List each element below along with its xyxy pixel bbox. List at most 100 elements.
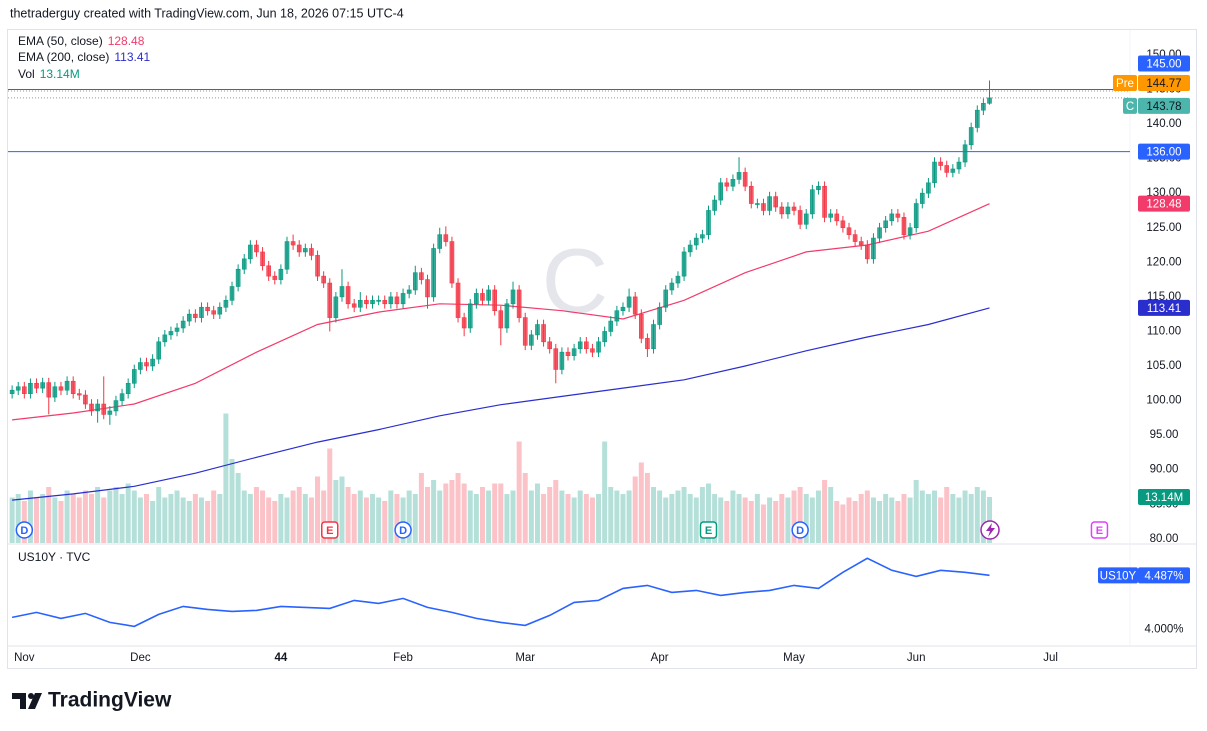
x-tick-label: 44	[274, 652, 287, 664]
volume-bar	[748, 501, 754, 543]
candle-body	[272, 275, 278, 280]
candle-body	[516, 289, 522, 318]
volume-bar	[52, 497, 58, 543]
candle-body	[712, 199, 717, 211]
candle-body	[700, 234, 705, 239]
volume-bar	[479, 487, 485, 543]
candle-body	[364, 300, 369, 305]
event-marker	[791, 521, 809, 539]
volume-bar	[455, 473, 461, 543]
y-tick-label: 80.00	[1150, 533, 1179, 545]
candle-body	[138, 362, 143, 370]
ema-badge-label: 113.41	[1147, 303, 1181, 315]
volume-bar	[541, 494, 547, 543]
volume-bar	[180, 497, 186, 543]
candle-body	[535, 324, 540, 336]
candle-body	[327, 282, 333, 318]
candle-body	[205, 306, 210, 311]
plot-layer: NovDec44FebMarAprMayJunJul80.0085.0090.0…	[8, 49, 1190, 664]
volume-bar	[577, 490, 583, 543]
ema-badge-label: 128.48	[1146, 199, 1181, 211]
candle-body	[474, 293, 479, 305]
chart-frame	[7, 29, 1197, 669]
candle-body	[333, 296, 339, 318]
symbol-watermark: C	[542, 230, 608, 332]
volume-bar	[70, 494, 76, 543]
volume-bar	[370, 494, 376, 543]
candle-body	[547, 341, 552, 350]
event-marker	[321, 521, 339, 539]
volume-bar	[241, 490, 247, 543]
candle-body	[632, 296, 638, 315]
volume-bar	[962, 490, 968, 543]
x-tick-label: Jun	[907, 652, 926, 664]
volume-bar	[583, 494, 589, 543]
candle-body	[877, 227, 882, 239]
candle-body	[309, 248, 314, 256]
candle-body	[290, 241, 296, 246]
candle-body	[846, 227, 852, 235]
candle-body	[150, 358, 155, 367]
candle-body	[522, 317, 528, 346]
candle-body	[174, 327, 180, 332]
volume-bar	[565, 494, 571, 543]
volume-bar	[706, 483, 711, 543]
volume-bar	[473, 494, 479, 543]
candle-body	[584, 341, 589, 350]
volume-bar	[400, 497, 406, 543]
candle-body	[907, 227, 913, 235]
candle-body	[107, 410, 113, 415]
volume-bar	[596, 494, 602, 543]
series-badge: 4.487%	[1144, 570, 1183, 582]
volume-bar	[547, 487, 553, 543]
volume-bar	[296, 487, 302, 543]
volume-bar	[974, 487, 980, 543]
candle-body	[773, 196, 778, 208]
candle-body	[742, 172, 748, 187]
us10y-line	[11, 557, 990, 628]
candle-body	[64, 380, 70, 391]
volume-bar	[669, 494, 675, 543]
candle-body	[938, 161, 943, 166]
event-marker	[394, 521, 412, 539]
volume-bar	[846, 497, 852, 543]
volume-bar	[46, 487, 52, 543]
candle-body	[425, 279, 430, 298]
volume-bar	[205, 501, 211, 543]
candle-body	[981, 102, 986, 111]
event-label: E	[1096, 525, 1103, 537]
volume-bar	[186, 501, 192, 543]
candle-body	[162, 334, 168, 343]
series-name-box	[1098, 567, 1138, 584]
y-tick-label: 100.00	[1146, 395, 1181, 407]
volume-bar	[376, 497, 382, 543]
volume-bar	[272, 501, 278, 543]
candle-body	[321, 275, 326, 284]
candle-body	[767, 196, 772, 211]
candle-body	[412, 272, 418, 291]
candle-body	[553, 348, 559, 370]
candle-body	[974, 109, 980, 128]
candle-body	[419, 272, 424, 280]
quote-name: C	[1126, 101, 1134, 113]
volume-bar	[663, 497, 669, 543]
candle-body	[101, 403, 107, 415]
candle-body	[803, 213, 809, 225]
volume-bar	[754, 494, 760, 543]
ema-line	[12, 307, 990, 501]
volume-bar	[260, 490, 266, 543]
volume-bar	[608, 487, 614, 543]
event-marker	[1090, 521, 1109, 539]
legend-volume: Vol 13.14M	[18, 67, 80, 81]
volume-bar	[266, 497, 272, 543]
candle-body	[852, 234, 858, 242]
volume-bar	[113, 487, 119, 543]
volume-bar	[198, 497, 204, 543]
volume-bar	[956, 497, 962, 543]
y-tick-label: 125.00	[1146, 222, 1181, 234]
candle-body	[657, 306, 662, 325]
candle-body	[431, 248, 436, 298]
candle-body	[437, 234, 443, 249]
volume-badge-label: 13.14M	[1145, 492, 1183, 504]
